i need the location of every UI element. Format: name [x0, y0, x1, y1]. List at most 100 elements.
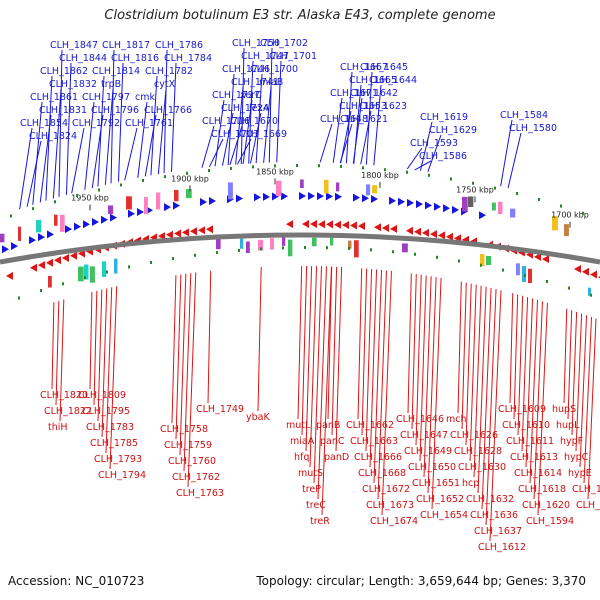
top-gene-label: CLH_1619 [420, 112, 468, 123]
tick-dot [524, 273, 526, 277]
bottom-gene-label: panD [324, 452, 349, 463]
annotation-block [84, 264, 89, 280]
bottom-gene-label: CLH_1762 [172, 472, 220, 483]
annotation-block [240, 238, 244, 249]
reverse-gene [302, 220, 309, 229]
tick-dot [590, 293, 592, 297]
bottom-connector [587, 318, 597, 500]
forward-gene [236, 194, 243, 203]
bottom-connector [109, 286, 118, 470]
forward-gene [137, 207, 144, 216]
top-connector [71, 127, 85, 194]
bottom-gene-label: CLH_1630 [458, 462, 506, 473]
bottom-gene-label: CLH_1649 [404, 446, 452, 457]
bottom-connector [381, 270, 392, 516]
bottom-gene-label: CLH_1793 [94, 454, 142, 465]
top-gene-label: CLH_1644 [369, 75, 417, 86]
scale-tick-label: 1800 kbp [361, 171, 399, 180]
tick-dot [260, 247, 262, 251]
bottom-connector [327, 266, 333, 420]
bottom-connector [415, 274, 422, 446]
annotation-block [228, 182, 233, 200]
tick-dot [40, 289, 42, 293]
top-connector [242, 99, 253, 165]
tick-dot [252, 165, 254, 169]
bottom-gene-label: hcp [462, 478, 479, 489]
forward-gene [29, 236, 36, 245]
top-gene-label: CLH_1700 [250, 64, 298, 75]
annotation-block [60, 214, 65, 232]
forward-gene [83, 220, 90, 229]
top-connector [208, 138, 224, 168]
tick-dot [76, 194, 78, 198]
top-gene-label: CLH_1796 [91, 105, 139, 116]
top-gene-label: CLH_1653 [339, 101, 387, 112]
forward-gene [308, 192, 315, 201]
reverse-gene [206, 225, 213, 234]
forward-gene [92, 217, 99, 226]
annotation-block [564, 224, 569, 237]
reverse-gene [438, 231, 445, 240]
bottom-connector [477, 286, 487, 494]
forward-gene [371, 195, 378, 204]
bottom-connector [481, 287, 492, 510]
bottom-gene-label: thiH [48, 422, 68, 433]
bottom-connector [369, 269, 378, 468]
bottom-gene-label: ybaK [246, 412, 270, 423]
annotation-block [186, 189, 192, 199]
forward-gene [47, 230, 54, 239]
tick-dot [472, 181, 474, 185]
bottom-connector [513, 294, 519, 420]
top-gene-label: CLH_1642 [350, 88, 398, 99]
top-gene-label: CLH_1847 [50, 40, 98, 51]
bottom-gene-label: CLH_1662 [346, 420, 394, 431]
bottom-connector [457, 281, 462, 414]
bottom-connector [563, 308, 568, 404]
top-connector [236, 138, 252, 165]
tick-dot [414, 252, 416, 256]
bottom-gene-label: hypE [568, 468, 592, 479]
reverse-gene [422, 228, 429, 237]
annotation-block [270, 238, 275, 250]
annotation-block [348, 240, 352, 249]
forward-gene [263, 192, 270, 201]
bottom-connector [101, 288, 108, 438]
forward-gene [101, 215, 108, 224]
top-gene-label: CLH_1797 [82, 92, 130, 103]
top-connector [235, 86, 244, 165]
top-connector [419, 121, 433, 171]
bottom-connector [489, 290, 502, 542]
bottom-gene-label: hupL [556, 420, 580, 431]
bottom-connector [583, 316, 593, 484]
bottom-connector [485, 289, 497, 526]
reverse-gene [582, 267, 589, 276]
annotation-block [516, 263, 520, 276]
map-title: Clostridium botulinum E3 str. Alaska E43… [104, 8, 496, 23]
bottom-gene-label: panB [316, 420, 340, 431]
bottom-gene-label: CLH_1652 [416, 494, 464, 505]
annotation-block [258, 239, 264, 251]
bottom-gene-label: CLH_1820 [40, 390, 88, 401]
scale-tick-label: 1950 kbp [71, 193, 109, 202]
tick-dot [282, 246, 284, 250]
bottom-gene-label: CLH_1632 [466, 494, 514, 505]
bottom-gene-label: CLH_1783 [86, 422, 134, 433]
scale-tick-label: 1750 kbp [456, 185, 494, 194]
top-gene-label: CLH_1645 [360, 62, 408, 73]
tick-dot [458, 259, 460, 263]
annotation-block [114, 258, 118, 274]
topology-text: Topology: circular; Length: 3,659,644 bp… [256, 574, 586, 588]
tick-dot [172, 257, 174, 261]
tick-dot [318, 164, 320, 168]
bottom-connector [509, 293, 514, 404]
annotation-block [216, 238, 221, 250]
bottom-gene-label: treR [310, 516, 330, 527]
bottom-gene-label: CLH_1626 [450, 430, 498, 441]
top-gene-label: trpB [101, 79, 121, 90]
tick-dot [194, 253, 196, 257]
bottom-connector [521, 297, 529, 452]
forward-gene [281, 192, 288, 201]
top-gene-label: CLH_1786 [155, 40, 203, 51]
top-gene-label: CLH_1782 [145, 66, 193, 77]
